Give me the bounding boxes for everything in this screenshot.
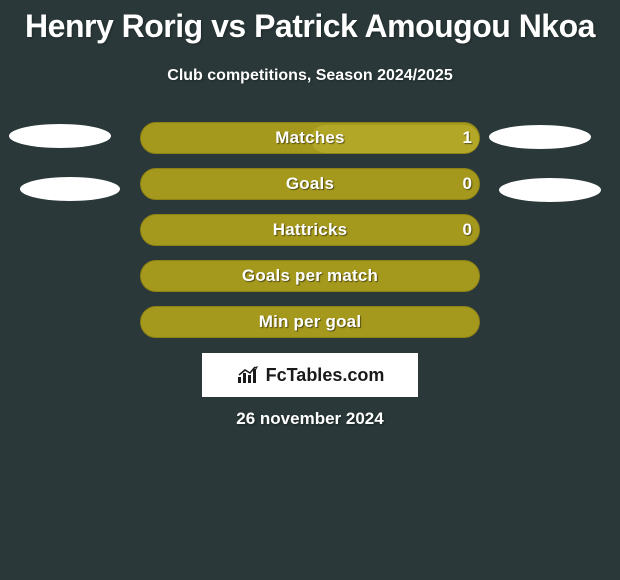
stat-label: Matches [140,122,480,154]
brand-box: FcTables.com [202,353,418,397]
stat-value-right: 0 [463,168,472,200]
decorative-ellipse [20,177,120,201]
page-subtitle: Club competitions, Season 2024/2025 [0,67,620,85]
page-title: Henry Rorig vs Patrick Amougou Nkoa [0,0,620,45]
stat-row: Goals per match [0,260,620,306]
decorative-ellipse [9,124,111,148]
stat-value-right: 1 [463,122,472,154]
stat-label: Goals [140,168,480,200]
brand-text: FcTables.com [266,365,385,386]
stat-row: Min per goal [0,306,620,352]
stat-row: Hattricks0 [0,214,620,260]
brand-icon [236,365,262,385]
comparison-bars: Matches1Goals0Hattricks0Goals per matchM… [0,122,620,352]
decorative-ellipse [489,125,591,149]
stat-value-right: 0 [463,214,472,246]
date-label: 26 november 2024 [0,409,620,429]
brand-label: FcTables.com [236,365,385,386]
stat-label: Min per goal [140,306,480,338]
stat-label: Goals per match [140,260,480,292]
stat-label: Hattricks [140,214,480,246]
decorative-ellipse [499,178,601,202]
